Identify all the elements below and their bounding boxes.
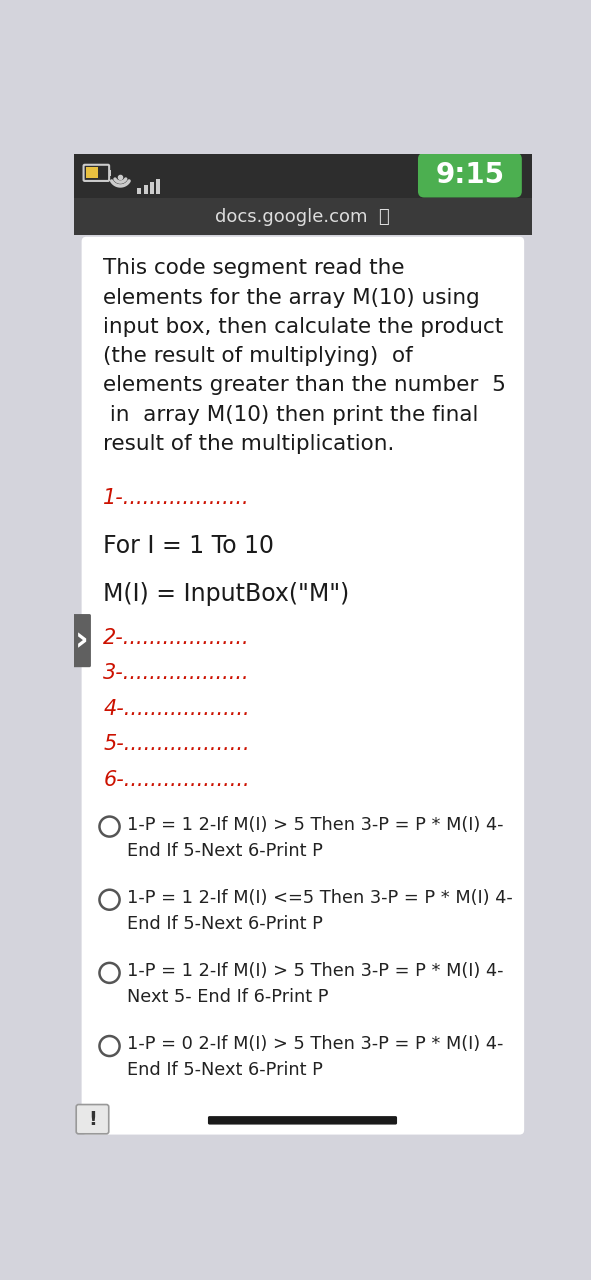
- Text: 2-...................: 2-...................: [103, 628, 250, 648]
- Text: M(I) = InputBox("M"): M(I) = InputBox("M"): [103, 581, 349, 605]
- Text: input box, then calculate the product: input box, then calculate the product: [103, 317, 504, 337]
- FancyBboxPatch shape: [86, 168, 98, 178]
- Text: docs.google.com  🔒: docs.google.com 🔒: [215, 207, 390, 225]
- FancyBboxPatch shape: [74, 198, 532, 236]
- FancyBboxPatch shape: [74, 154, 532, 198]
- Text: This code segment read the: This code segment read the: [103, 259, 405, 278]
- Circle shape: [99, 963, 119, 983]
- Text: 1-P = 1 2-If M(I) > 5 Then 3-P = P * M(I) 4-
Next 5- End If 6-Print P: 1-P = 1 2-If M(I) > 5 Then 3-P = P * M(I…: [127, 963, 504, 1006]
- Text: 6-...................: 6-...................: [103, 769, 250, 790]
- Text: 5-...................: 5-...................: [103, 735, 250, 754]
- Text: 1-P = 0 2-If M(I) > 5 Then 3-P = P * M(I) 4-
End If 5-Next 6-Print P: 1-P = 0 2-If M(I) > 5 Then 3-P = P * M(I…: [127, 1036, 504, 1079]
- Text: ›: ›: [74, 625, 89, 657]
- FancyBboxPatch shape: [156, 179, 160, 193]
- FancyBboxPatch shape: [72, 614, 91, 667]
- Text: result of the multiplication.: result of the multiplication.: [103, 434, 395, 454]
- Text: For I = 1 To 10: For I = 1 To 10: [103, 534, 274, 558]
- FancyBboxPatch shape: [109, 170, 111, 175]
- Text: elements greater than the number  5: elements greater than the number 5: [103, 375, 506, 396]
- FancyBboxPatch shape: [138, 188, 141, 193]
- Text: 4-...................: 4-...................: [103, 699, 250, 719]
- FancyBboxPatch shape: [83, 165, 109, 180]
- FancyBboxPatch shape: [144, 186, 148, 193]
- Circle shape: [99, 890, 119, 910]
- Circle shape: [99, 1036, 119, 1056]
- Text: 9:15: 9:15: [436, 161, 505, 189]
- Text: 1-...................: 1-...................: [103, 488, 250, 508]
- Text: elements for the array M(10) using: elements for the array M(10) using: [103, 288, 480, 307]
- FancyBboxPatch shape: [208, 1116, 397, 1125]
- Circle shape: [99, 817, 119, 837]
- FancyBboxPatch shape: [418, 152, 522, 197]
- Text: (the result of multiplying)  of: (the result of multiplying) of: [103, 346, 413, 366]
- Text: in  array M(10) then print the final: in array M(10) then print the final: [103, 404, 479, 425]
- Text: 1-P = 1 2-If M(I) > 5 Then 3-P = P * M(I) 4-
End If 5-Next 6-Print P: 1-P = 1 2-If M(I) > 5 Then 3-P = P * M(I…: [127, 815, 504, 859]
- FancyBboxPatch shape: [150, 182, 154, 193]
- Text: 3-...................: 3-...................: [103, 663, 250, 684]
- FancyBboxPatch shape: [76, 1105, 109, 1134]
- Text: !: !: [88, 1110, 97, 1129]
- Text: 1-P = 1 2-If M(I) <=5 Then 3-P = P * M(I) 4-
End If 5-Next 6-Print P: 1-P = 1 2-If M(I) <=5 Then 3-P = P * M(I…: [127, 888, 513, 933]
- FancyBboxPatch shape: [82, 237, 524, 1134]
